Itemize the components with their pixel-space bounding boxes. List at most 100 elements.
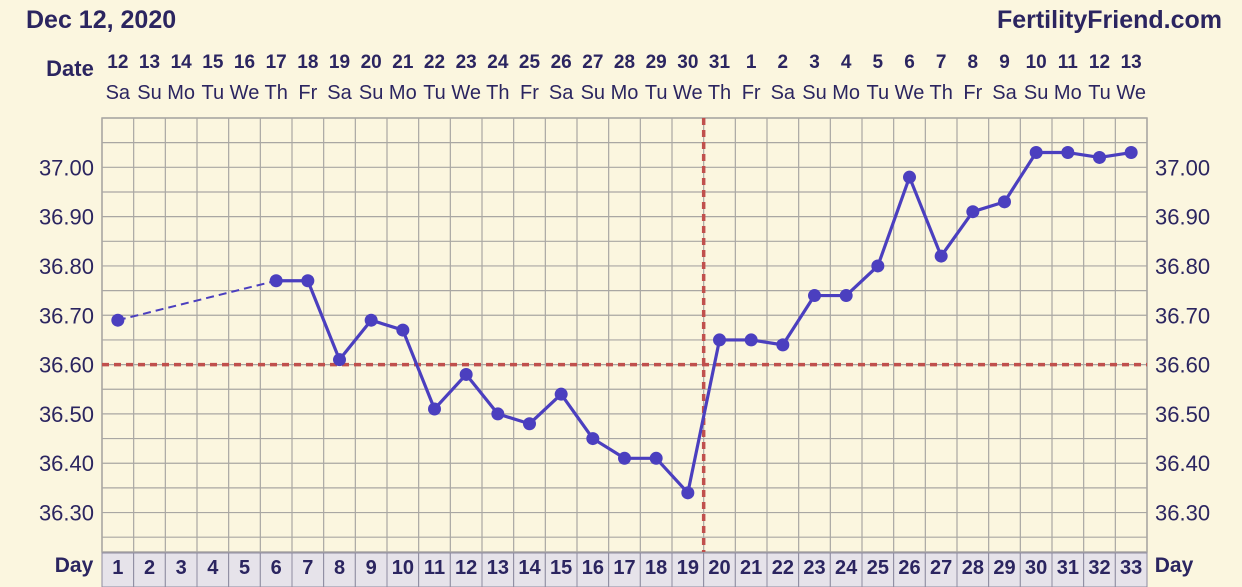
day-cell: [956, 552, 990, 587]
date-label: 17: [266, 52, 287, 73]
day-number-label: 21: [740, 557, 762, 579]
day-cell: [386, 552, 420, 587]
date-label: 26: [551, 52, 572, 73]
date-label: 15: [202, 52, 224, 73]
day-number-label: 17: [613, 557, 635, 579]
y-tick-label-right: 36.90: [1155, 205, 1210, 230]
temperature-line-segment: [845, 264, 879, 297]
weekday-label: Fr: [963, 82, 982, 104]
temperature-point: [998, 195, 1011, 209]
day-cell: [671, 552, 705, 587]
date-label: 1: [746, 52, 757, 73]
weekday-label: Mo: [832, 82, 860, 104]
day-number-label: 14: [518, 557, 541, 579]
date-label: 23: [456, 52, 477, 73]
day-number-label: 1: [112, 557, 123, 579]
weekday-label: Th: [264, 82, 287, 104]
weekday-label: Su: [802, 82, 826, 104]
date-label: 7: [936, 52, 947, 73]
temperature-point: [871, 259, 885, 273]
weekday-label: Su: [137, 82, 161, 104]
y-tick-label-left: 36.40: [39, 451, 94, 476]
day-number-label: 20: [708, 557, 730, 579]
temperature-line-segment: [1003, 151, 1038, 203]
y-tick-label-right: 36.50: [1155, 402, 1210, 427]
day-cell: [323, 552, 356, 587]
date-label: 4: [841, 52, 852, 73]
y-tick-label-left: 36.80: [39, 254, 94, 279]
weekday-label: Su: [1024, 82, 1048, 104]
date-label: 11: [1058, 52, 1079, 73]
date-label: 21: [392, 52, 414, 73]
day-number-label: 4: [207, 557, 219, 579]
date-label: 31: [709, 52, 731, 73]
date-label: 5: [873, 52, 884, 73]
temperature-point: [903, 170, 916, 184]
weekday-label: Th: [486, 82, 509, 104]
date-label: 27: [582, 52, 603, 73]
date-label: 12: [1089, 52, 1110, 73]
weekday-label: Sa: [327, 82, 352, 104]
y-tick-label-right: 36.70: [1155, 303, 1210, 328]
weekday-label: Fr: [298, 82, 317, 104]
day-cell: [576, 552, 610, 587]
y-tick-label-left: 37.00: [39, 155, 94, 180]
day-cell: [164, 552, 198, 587]
day-number-label: 15: [550, 557, 572, 579]
temperature-point: [713, 333, 726, 347]
day-number-label: 18: [645, 557, 667, 579]
chart-points: [111, 146, 1138, 500]
date-label: 30: [677, 52, 698, 73]
weekday-label: We: [673, 82, 703, 104]
day-number-label: 23: [803, 557, 825, 579]
weekday-label: Mo: [1054, 82, 1082, 104]
temperature-point: [808, 289, 821, 303]
day-cell: [291, 552, 325, 587]
day-cell: [734, 552, 768, 587]
date-label: 9: [999, 52, 1010, 73]
date-label: 22: [424, 52, 445, 73]
date-label: 29: [646, 52, 667, 73]
day-number-label: 3: [176, 557, 187, 579]
y-tick-label-right: 37.00: [1155, 155, 1210, 180]
weekday-label: Th: [708, 82, 731, 104]
temperature-point: [364, 313, 378, 327]
date-label: 24: [487, 52, 509, 73]
temperature-line-segment: [433, 373, 468, 411]
day-number-label: 10: [392, 557, 414, 579]
day-number-label: 7: [302, 557, 313, 579]
day-cell: [988, 552, 1021, 587]
weekday-label: Tu: [645, 82, 668, 104]
temperature-line-segment: [654, 457, 690, 494]
day-number-label: 19: [677, 557, 699, 579]
temperature-point: [523, 417, 536, 431]
temperature-point: [649, 451, 663, 465]
temperature-line-segment: [939, 210, 975, 258]
y-tick-label-left: 36.50: [39, 402, 94, 427]
date-label: 25: [519, 52, 541, 73]
y-tick-label-right: 36.30: [1155, 501, 1210, 526]
day-number-label: 6: [271, 557, 282, 579]
day-number-label: 27: [930, 557, 952, 579]
temperature-line-segment: [686, 339, 722, 494]
day-cell: [449, 552, 483, 587]
weekday-label: We: [1116, 82, 1146, 104]
date-label: 12: [107, 52, 128, 73]
day-number-label: 31: [1057, 557, 1079, 579]
date-label: 8: [968, 52, 979, 73]
date-label: 3: [809, 52, 820, 73]
day-cell: [1051, 552, 1085, 587]
date-label: 16: [234, 52, 255, 73]
temperature-point: [111, 313, 125, 327]
weekday-label: Th: [929, 82, 952, 104]
day-number-label: 29: [993, 557, 1015, 579]
temperature-line-segment: [781, 294, 816, 346]
weekday-label: Tu: [1088, 82, 1111, 104]
day-number-label: 13: [487, 557, 509, 579]
temperature-point: [966, 205, 980, 219]
weekday-label: Tu: [867, 82, 890, 104]
day-number-label: 8: [334, 557, 345, 579]
temperature-point: [459, 367, 473, 381]
temperature-line-segment: [306, 280, 341, 361]
day-number-label: 25: [867, 557, 889, 579]
